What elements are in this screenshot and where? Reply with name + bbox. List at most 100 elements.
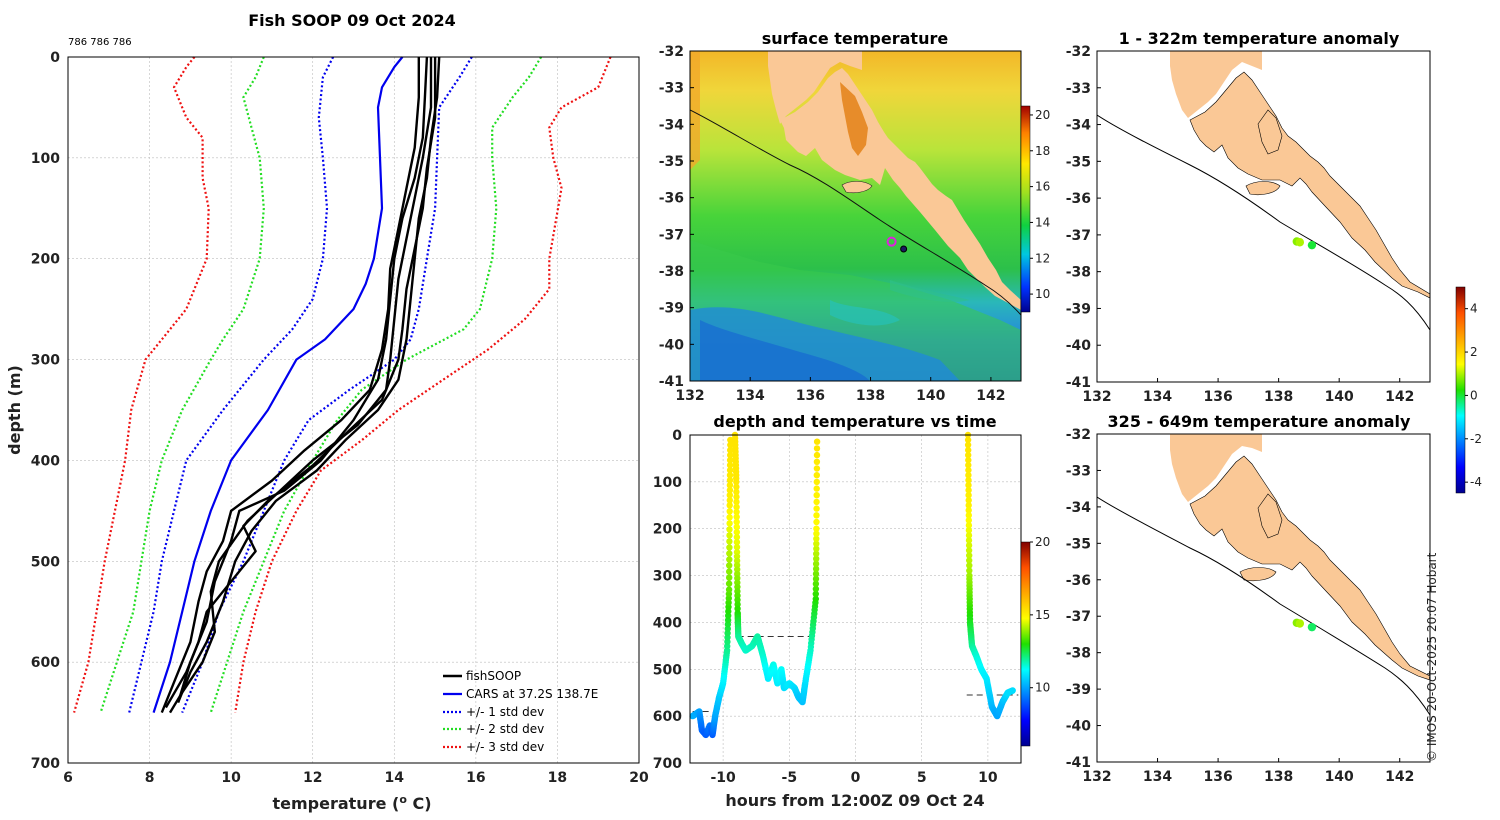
timeseries-points <box>689 431 1016 739</box>
ts-point <box>965 482 972 489</box>
sst-y-tick-label: -34 <box>659 117 685 133</box>
ts-point <box>726 556 733 563</box>
sst-map-title: surface temperature <box>762 29 949 48</box>
ts-point <box>813 472 820 479</box>
ts-point <box>733 528 740 536</box>
anom-map-2-ticks: 132 134 136 138 140 142 -32 -33 -34 -35 -36 -37 -38 -… <box>1066 427 1415 785</box>
anomaly-point <box>1295 619 1305 628</box>
sst-x-tick-label: 138 <box>856 388 885 404</box>
sst-x-tick-label: 134 <box>736 388 765 404</box>
legend-label-1std: +/- 1 std dev <box>466 705 544 719</box>
anom1-x-tick-label: 138 <box>1264 389 1293 405</box>
series-cars-at-37-2s-138-7e <box>152 56 404 713</box>
series-fishsoop <box>176 56 429 703</box>
ts-x-tick-label: 0 <box>851 770 861 786</box>
y-tick-label: 500 <box>31 554 60 570</box>
anom2-x-tick-label: 138 <box>1264 769 1293 785</box>
ts-point <box>964 441 972 449</box>
ts-point <box>964 436 972 444</box>
ts-point <box>812 590 819 598</box>
ts-point <box>734 575 741 582</box>
anom-map-2-points <box>1292 618 1317 632</box>
ts-point <box>813 555 820 562</box>
ts-point <box>813 445 821 452</box>
ts-point <box>965 502 972 509</box>
ids-text: 786 786 786 <box>68 37 132 48</box>
anom1-y-tick-label: -36 <box>1066 191 1091 207</box>
ts-point <box>726 477 734 484</box>
anom2-y-tick-label: -35 <box>1066 536 1091 552</box>
anom1-y-tick-label: -33 <box>1066 81 1091 97</box>
profile-grid <box>67 56 640 764</box>
sst-x-tick-label: 140 <box>916 388 945 404</box>
sst-cbar-tick-label: 12 <box>1035 251 1050 265</box>
anom2-y-tick-label: -33 <box>1066 463 1091 479</box>
ts-point <box>813 458 821 465</box>
ts-point <box>733 518 740 526</box>
ts-point <box>813 512 820 519</box>
y-tick-label: 100 <box>31 151 60 167</box>
anomaly-colorbar-ticks: 4 2 0 -2 -4 <box>1465 302 1482 489</box>
ts-point <box>734 566 741 573</box>
ts-point <box>813 451 821 459</box>
ts-point <box>812 595 819 603</box>
ts-point <box>965 472 972 479</box>
anom2-y-tick-label: -41 <box>1066 755 1091 771</box>
sst-cbar-tick-label: 10 <box>1035 287 1050 301</box>
anom1-x-tick-label: 134 <box>1143 389 1172 405</box>
ts-point <box>813 525 820 532</box>
ts-point <box>812 560 820 568</box>
ts-point <box>813 540 820 547</box>
ts-point <box>726 487 734 494</box>
ts-point <box>725 586 733 593</box>
ts-y-tick-label: 0 <box>672 428 682 444</box>
ts-point <box>965 461 972 469</box>
ts-point <box>965 487 972 494</box>
y-tick-label: 200 <box>31 252 60 268</box>
anom2-y-tick-label: -37 <box>1066 609 1091 625</box>
series-fishsoop <box>164 57 437 709</box>
ts-point <box>813 498 820 506</box>
legend-label-fishsoop: fishSOOP <box>466 669 521 683</box>
figure-title: Fish SOOP 09 Oct 2024 <box>248 11 456 30</box>
ts-point <box>727 451 734 459</box>
series-cars-2-std <box>209 56 543 713</box>
sst-map-field <box>690 51 1021 381</box>
sst-ticks: 132 134 136 138 140 142 -32 -33 -34 -35 -36 -37 -38 -… <box>659 44 1006 404</box>
ts-point <box>726 514 733 521</box>
ts-y-tick-label: 700 <box>653 756 682 772</box>
ts-point <box>812 565 820 573</box>
ts-point <box>813 492 820 499</box>
anom1-y-tick-label: -32 <box>1066 44 1091 60</box>
ts-point <box>965 532 973 539</box>
sst-y-tick-label: -37 <box>659 227 684 243</box>
ts-point <box>966 567 973 574</box>
ts-point <box>725 580 733 587</box>
x-tick-label: 16 <box>466 770 485 786</box>
anom2-y-tick-label: -36 <box>1066 573 1091 589</box>
anom-cbar-tick-label: 2 <box>1470 345 1478 359</box>
sst-y-tick-label: -38 <box>659 264 684 280</box>
ts-y-tick-label: 200 <box>653 522 682 538</box>
ts-x-tick-label: 5 <box>917 770 927 786</box>
ts-point <box>726 562 733 569</box>
anom1-y-tick-label: -41 <box>1066 375 1091 391</box>
ts-point <box>733 543 741 551</box>
legend-label-3std: +/- 3 std dev <box>466 740 544 754</box>
sst-x-tick-label: 142 <box>976 388 1005 404</box>
series-fishsoop <box>168 57 433 714</box>
y-tick-label: 600 <box>31 655 60 671</box>
ts-point <box>965 451 972 459</box>
sst-cbar-tick-label: 16 <box>1035 180 1050 194</box>
anom-map-2-frame <box>1096 433 1431 763</box>
ts-y-tick-label: 400 <box>653 615 682 631</box>
ts-point <box>726 520 733 527</box>
ts-point <box>733 483 740 491</box>
ts-point <box>726 456 734 464</box>
ts-point <box>726 497 733 504</box>
ts-point <box>733 523 740 531</box>
anom1-x-tick-label: 136 <box>1203 389 1232 405</box>
ts-point <box>726 492 733 499</box>
